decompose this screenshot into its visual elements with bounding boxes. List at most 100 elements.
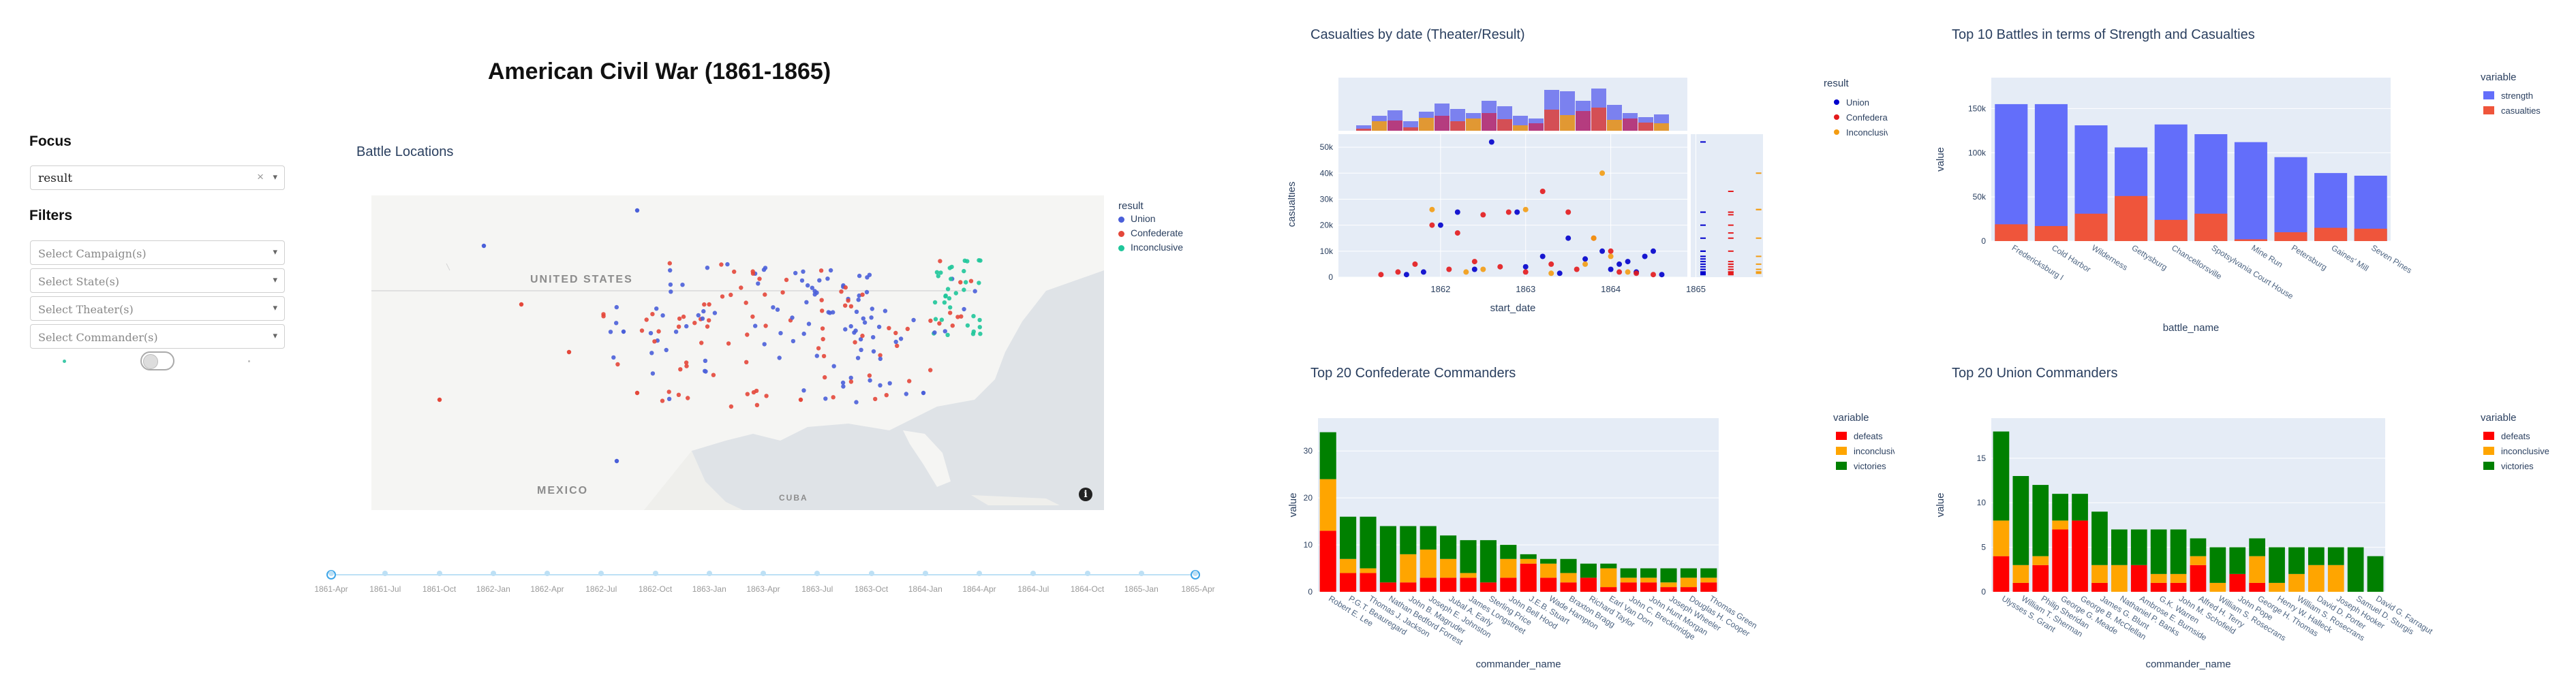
battle-marker[interactable]	[819, 298, 824, 302]
histogram-bar[interactable]	[1529, 123, 1544, 131]
scatter-point[interactable]	[1429, 222, 1435, 228]
toggle-switch[interactable]	[140, 351, 174, 370]
scatter-point[interactable]	[1514, 209, 1520, 215]
battle-marker[interactable]	[771, 305, 776, 310]
battle-marker[interactable]	[810, 285, 814, 290]
battle-marker[interactable]	[566, 349, 572, 355]
bar-inconclusive[interactable]	[1700, 577, 1717, 583]
battle-marker[interactable]	[678, 367, 683, 372]
battle-marker[interactable]	[971, 329, 976, 334]
histogram-bar[interactable]	[1450, 121, 1465, 131]
battle-marker[interactable]	[744, 360, 749, 364]
battle-marker[interactable]	[656, 329, 661, 334]
battle-marker[interactable]	[868, 378, 872, 383]
timeline-tick-dot[interactable]	[814, 571, 821, 576]
toggle-knob[interactable]	[143, 354, 158, 369]
battle-marker[interactable]	[932, 300, 938, 305]
strip-mark[interactable]	[1755, 272, 1762, 274]
battle-marker[interactable]	[684, 360, 689, 365]
battle-marker[interactable]	[947, 296, 952, 301]
histogram-bar[interactable]	[1591, 108, 1606, 131]
battle-marker[interactable]	[801, 269, 806, 274]
battle-marker[interactable]	[611, 355, 616, 360]
battle-marker[interactable]	[701, 308, 706, 314]
bar-defeats[interactable]	[1360, 573, 1377, 592]
focus-dropdown[interactable]: result × ▾	[30, 165, 285, 190]
battle-marker[interactable]	[820, 326, 825, 331]
commander-filter[interactable]: Select Commander(s) ▾	[30, 324, 285, 349]
scatter-point[interactable]	[1642, 253, 1648, 259]
battle-marker[interactable]	[846, 298, 850, 303]
battle-marker[interactable]	[934, 270, 940, 274]
battle-marker[interactable]	[965, 259, 970, 264]
battle-marker[interactable]	[948, 305, 953, 310]
timeline-tick-dot[interactable]	[1138, 571, 1144, 576]
chevron-down-icon[interactable]: ▾	[273, 247, 277, 257]
bar-inconclusive[interactable]	[1600, 568, 1617, 588]
battle-marker[interactable]	[955, 315, 960, 319]
strip-mark[interactable]	[1755, 268, 1762, 270]
battle-marker[interactable]	[823, 396, 828, 401]
timeline-tick-dot[interactable]	[328, 571, 334, 576]
battle-marker[interactable]	[756, 281, 761, 286]
battle-marker[interactable]	[823, 375, 827, 380]
histogram-bar[interactable]	[1497, 119, 1512, 131]
histogram-bar[interactable]	[1607, 120, 1622, 131]
strip-mark[interactable]	[1700, 141, 1706, 143]
bar-victories[interactable]	[1700, 568, 1717, 578]
legend-label[interactable]: casualties	[2501, 106, 2541, 116]
battle-marker[interactable]	[650, 312, 655, 317]
chevron-down-icon[interactable]: ▾	[273, 330, 277, 340]
battle-marker[interactable]	[867, 373, 872, 378]
bar-defeats[interactable]	[1520, 563, 1537, 592]
scatter-point[interactable]	[1522, 264, 1529, 270]
scatter-point[interactable]	[1608, 248, 1614, 254]
map-svg[interactable]	[371, 195, 1104, 510]
strip-mark[interactable]	[1700, 255, 1706, 257]
battle-marker[interactable]	[702, 302, 707, 307]
battle-marker[interactable]	[754, 402, 760, 407]
legend-label[interactable]: defeats	[1854, 431, 1883, 441]
bar-defeats[interactable]	[1500, 577, 1517, 592]
battle-marker[interactable]	[821, 336, 825, 342]
scatter-point[interactable]	[1454, 230, 1460, 236]
battle-marker[interactable]	[883, 308, 888, 313]
battle-marker[interactable]	[621, 329, 626, 334]
bar-strength[interactable]	[2274, 157, 2307, 241]
battle-marker[interactable]	[826, 310, 831, 315]
strip-mark[interactable]	[1700, 261, 1706, 263]
battle-marker[interactable]	[676, 392, 681, 397]
battle-marker[interactable]	[848, 323, 853, 329]
strip-mark[interactable]	[1700, 250, 1706, 252]
strip-mark[interactable]	[1728, 214, 1734, 216]
battle-marker[interactable]	[959, 314, 964, 319]
bar-defeats[interactable]	[1440, 577, 1457, 592]
scatter-point[interactable]	[1488, 139, 1494, 145]
chevron-down-icon[interactable]: ▾	[273, 274, 277, 285]
bar-inconclusive[interactable]	[2091, 565, 2108, 583]
battle-marker[interactable]	[705, 266, 710, 270]
battle-marker[interactable]	[519, 302, 524, 307]
bar-victories[interactable]	[1680, 568, 1697, 578]
timeline-tick-dot[interactable]	[545, 571, 550, 576]
histogram-bar[interactable]	[1356, 125, 1371, 131]
battle-marker[interactable]	[703, 368, 707, 373]
battle-marker[interactable]	[684, 323, 689, 329]
histogram-bar[interactable]	[1435, 116, 1450, 131]
histogram-bar[interactable]	[1403, 127, 1418, 131]
battle-marker[interactable]	[905, 326, 910, 332]
battle-marker[interactable]	[652, 339, 657, 344]
battle-marker[interactable]	[878, 356, 883, 362]
battle-marker[interactable]	[895, 343, 900, 348]
battle-marker[interactable]	[848, 375, 853, 380]
bar-defeats[interactable]	[1400, 582, 1417, 592]
bar-defeats[interactable]	[1420, 577, 1437, 592]
battle-marker[interactable]	[921, 390, 926, 396]
bar-victories[interactable]	[1540, 558, 1557, 564]
battle-marker[interactable]	[884, 393, 889, 398]
bar-defeats[interactable]	[1540, 577, 1557, 592]
theater-filter[interactable]: Select Theater(s) ▾	[30, 296, 285, 321]
battle-marker[interactable]	[686, 396, 690, 400]
strip-mark[interactable]	[1755, 208, 1762, 210]
histogram-bar[interactable]	[1638, 123, 1653, 131]
